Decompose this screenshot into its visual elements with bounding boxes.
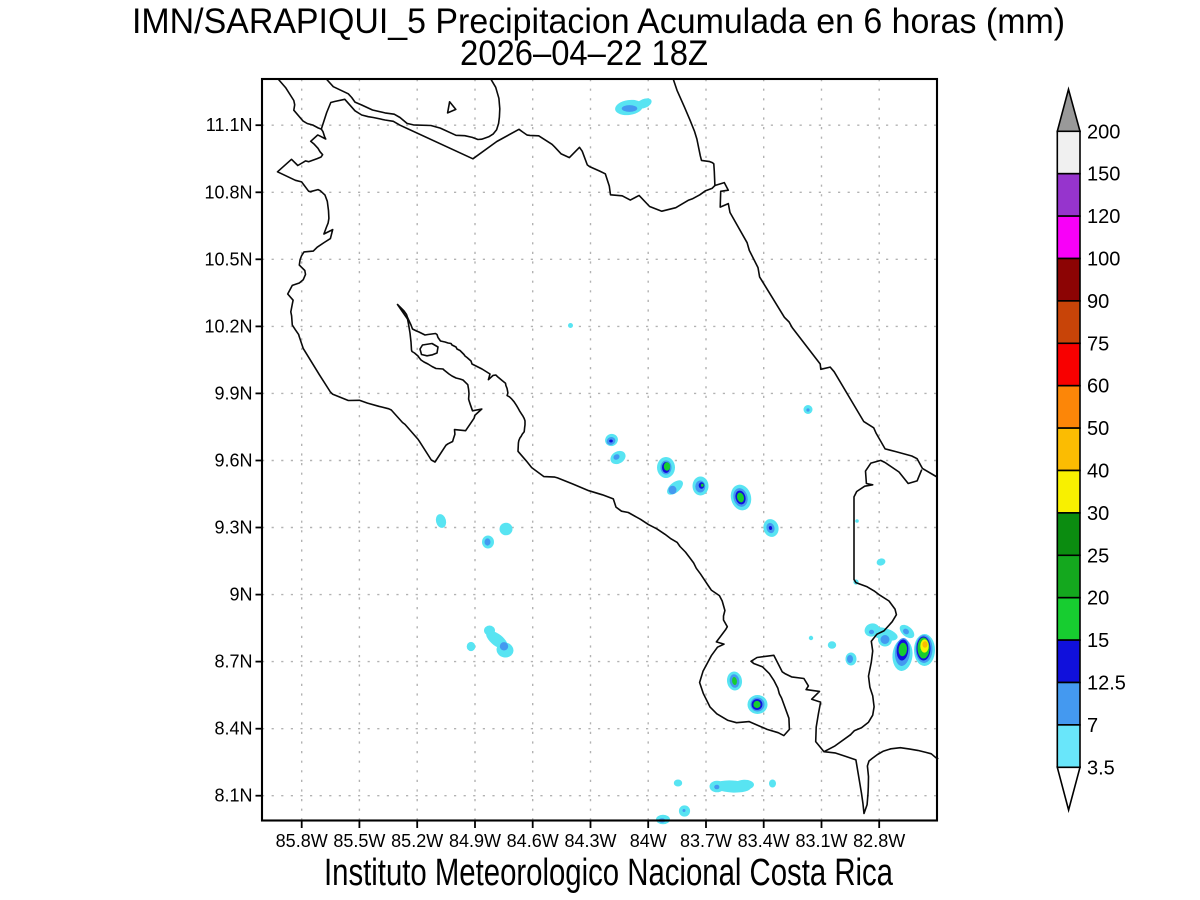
svg-text:75: 75: [1087, 333, 1109, 355]
svg-text:10.2N: 10.2N: [204, 316, 252, 336]
svg-text:25: 25: [1087, 545, 1109, 567]
svg-text:12.5: 12.5: [1087, 673, 1126, 695]
svg-text:9.9N: 9.9N: [214, 383, 252, 403]
svg-text:15: 15: [1087, 630, 1109, 652]
svg-text:40: 40: [1087, 461, 1109, 483]
svg-text:10.5N: 10.5N: [204, 249, 252, 269]
svg-text:84.6W: 84.6W: [507, 831, 559, 851]
svg-text:50: 50: [1087, 418, 1109, 440]
svg-text:8.1N: 8.1N: [214, 786, 252, 806]
svg-text:84W: 84W: [630, 831, 667, 851]
svg-text:84.3W: 84.3W: [564, 831, 616, 851]
svg-text:8.7N: 8.7N: [214, 652, 252, 672]
svg-text:3.5: 3.5: [1087, 757, 1115, 779]
svg-text:85.2W: 85.2W: [391, 831, 443, 851]
svg-text:11.1N: 11.1N: [206, 115, 253, 135]
svg-text:83.7W: 83.7W: [680, 831, 732, 851]
svg-text:7: 7: [1087, 715, 1098, 737]
svg-text:85.8W: 85.8W: [276, 831, 328, 851]
svg-text:9.6N: 9.6N: [214, 451, 252, 471]
svg-text:82.8W: 82.8W: [853, 831, 905, 851]
svg-text:60: 60: [1087, 376, 1109, 398]
svg-text:83.4W: 83.4W: [738, 831, 790, 851]
svg-text:90: 90: [1087, 291, 1109, 313]
svg-text:IMN/SARAPIQUI_5 Precipitacion: IMN/SARAPIQUI_5 Precipitacion Acumulada …: [132, 2, 1065, 41]
svg-text:85.5W: 85.5W: [333, 831, 385, 851]
svg-text:10.8N: 10.8N: [204, 182, 252, 202]
svg-text:30: 30: [1087, 503, 1109, 525]
svg-text:20: 20: [1087, 588, 1109, 610]
svg-text:9N: 9N: [229, 585, 252, 605]
svg-text:150: 150: [1087, 164, 1120, 186]
svg-text:2026–04–22 18Z: 2026–04–22 18Z: [460, 34, 708, 73]
svg-text:8.4N: 8.4N: [214, 719, 252, 739]
svg-text:120: 120: [1087, 206, 1120, 228]
svg-text:200: 200: [1087, 121, 1120, 143]
svg-text:Instituto Meteorologico Nacion: Instituto Meteorologico Nacional Costa R…: [324, 852, 894, 894]
svg-text:84.9W: 84.9W: [449, 831, 501, 851]
svg-text:9.3N: 9.3N: [214, 518, 252, 538]
svg-text:83.1W: 83.1W: [795, 831, 847, 851]
svg-text:100: 100: [1087, 249, 1120, 271]
